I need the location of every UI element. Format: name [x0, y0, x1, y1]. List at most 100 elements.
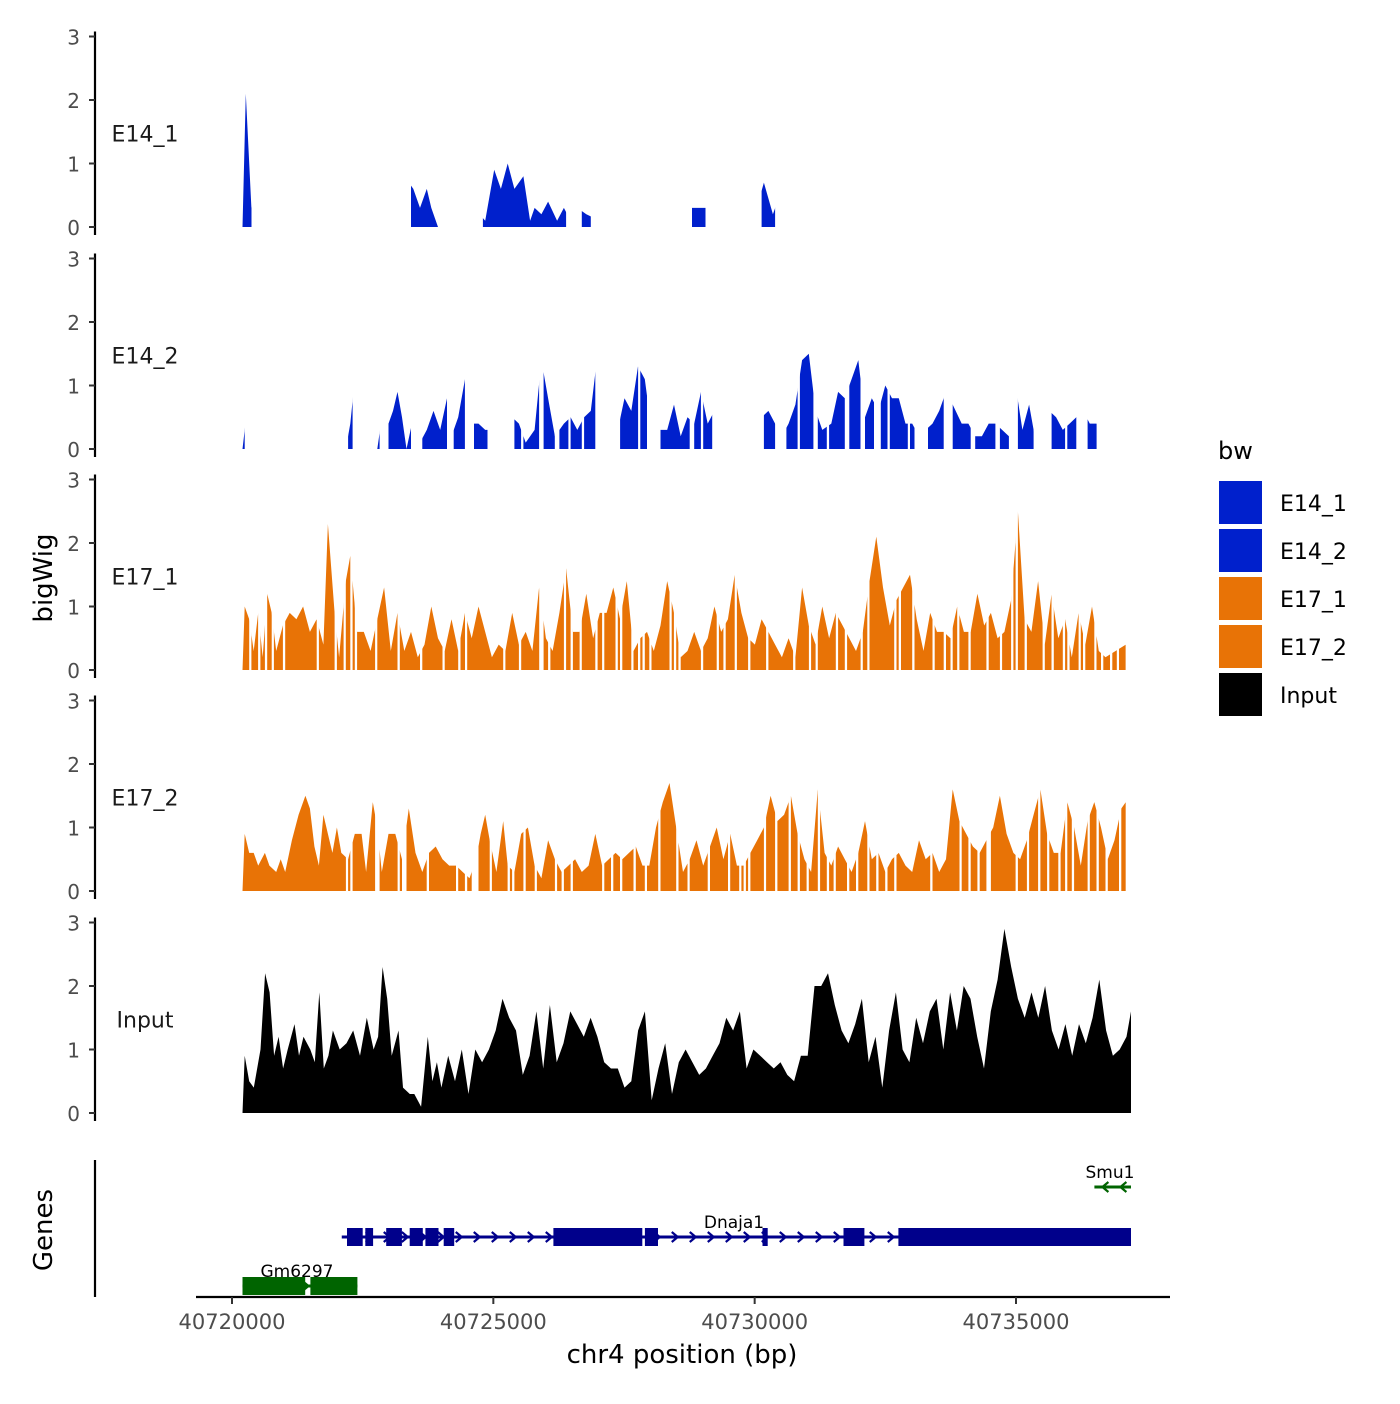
y-tick-label: 3: [67, 248, 80, 272]
genes-axis-title: Genes: [29, 1189, 59, 1271]
signal-area-E14_2: [242, 264, 1097, 449]
legend-entry-E14_2: E14_2: [1217, 527, 1347, 574]
gene-exon: [762, 1228, 768, 1246]
legend: bw E14_1 E14_2 E17_1 E17_2 Input: [1217, 437, 1347, 718]
gene-exon: [310, 1277, 358, 1295]
genes-layer: Gm6297 Dnaja1 Smu1: [93, 1160, 1135, 1297]
y-tick-label: 3: [67, 912, 80, 936]
legend-label: E17_2: [1280, 636, 1347, 661]
gene-exon: [553, 1228, 643, 1246]
track-label: E17_2: [112, 787, 179, 812]
x-tick-label: 40735000: [963, 1310, 1070, 1334]
legend-entry-E14_1: E14_1: [1217, 479, 1347, 526]
x-tick-label: 40725000: [440, 1310, 547, 1334]
track-label: E14_1: [112, 123, 179, 148]
gene-Gm6297: Gm6297: [242, 1262, 358, 1295]
legend-entry-Input: Input: [1217, 671, 1337, 718]
strand-arrow: [887, 1231, 896, 1243]
legend-swatch: [1217, 479, 1264, 526]
y-axis-title: bigWig: [29, 533, 59, 622]
track-label: E17_1: [112, 566, 179, 591]
y-tick-label: 2: [67, 532, 80, 556]
gene-exon: [443, 1228, 455, 1246]
y-tick-label: 3: [67, 26, 80, 50]
legend-label: Input: [1280, 684, 1337, 709]
strand-arrow: [671, 1231, 680, 1243]
signal-area-E17_2: [242, 783, 1126, 891]
y-tick-label: 0: [67, 880, 80, 904]
strand-arrow: [707, 1231, 716, 1243]
strand-arrow: [743, 1231, 752, 1243]
track-label: E14_2: [112, 345, 179, 370]
y-tick-label: 2: [67, 89, 80, 113]
track-E14_2: 0 1 2 3 E14_2: [67, 248, 1097, 462]
tracks-layer: 0 1 2 3 E14_1 0 1 2 3 E14_2 0 1 2 3 E17_1 0 1 2 3 E17_2 0 1 2 3…: [67, 26, 1131, 1126]
signal-area-Input: [242, 928, 1131, 1113]
legend-label: E14_2: [1280, 540, 1347, 565]
signal-area-E14_1: [242, 93, 776, 227]
track-E14_1: 0 1 2 3 E14_1: [67, 26, 776, 240]
gene-label: Dnaja1: [704, 1213, 764, 1233]
legend-label: E14_1: [1280, 492, 1347, 517]
legend-swatch: [1217, 623, 1264, 670]
y-tick-label: 0: [67, 438, 80, 462]
gene-exon: [365, 1228, 374, 1246]
strand-arrow: [527, 1231, 536, 1243]
legend-entry-E17_1: E17_1: [1217, 575, 1347, 622]
gene-exon: [409, 1228, 423, 1246]
legend-swatch: [1217, 575, 1264, 622]
strand-arrow: [401, 1231, 410, 1243]
gene-exon: [347, 1228, 363, 1246]
legend-title: bw: [1218, 437, 1253, 465]
strand-arrow: [1118, 1181, 1128, 1193]
track-Input: 0 1 2 3 Input: [67, 912, 1131, 1126]
gene-exon: [898, 1228, 1131, 1246]
track-E17_1: 0 1 2 3 E17_1: [67, 469, 1126, 683]
y-tick-label: 1: [67, 153, 80, 177]
strand-arrow: [455, 1231, 464, 1243]
x-axis-title: chr4 position (bp): [567, 1340, 798, 1370]
gene-Dnaja1: Dnaja1: [341, 1213, 1131, 1246]
gene-exon: [644, 1228, 658, 1246]
x-axis: 40720000 40725000 40730000 40735000: [179, 1295, 1170, 1334]
strand-arrow: [797, 1231, 806, 1243]
y-tick-label: 0: [67, 1102, 80, 1126]
strand-arrow: [869, 1231, 878, 1243]
track-E17_2: 0 1 2 3 E17_2: [67, 690, 1126, 904]
strand-arrow: [473, 1231, 482, 1243]
strand-arrow: [779, 1231, 788, 1243]
x-tick-label: 40730000: [701, 1310, 808, 1334]
legend-swatch: [1217, 671, 1264, 718]
y-tick-label: 3: [67, 690, 80, 714]
signal-area-E17_1: [242, 511, 1126, 670]
gene-exon: [425, 1228, 439, 1246]
y-tick-label: 2: [67, 753, 80, 777]
y-tick-label: 1: [67, 596, 80, 620]
gene-label: Smu1: [1086, 1163, 1135, 1183]
y-tick-label: 1: [67, 1039, 80, 1063]
gene-exon: [843, 1228, 865, 1246]
x-tick-label: 40720000: [179, 1310, 286, 1334]
y-tick-label: 2: [67, 975, 80, 999]
strand-arrow: [509, 1231, 518, 1243]
gene-label: Gm6297: [261, 1262, 334, 1282]
gene-exon: [386, 1228, 402, 1246]
strand-arrow: [833, 1231, 842, 1243]
legend-entry-E17_2: E17_2: [1217, 623, 1347, 670]
legend-swatch: [1217, 527, 1264, 574]
strand-arrow: [725, 1231, 734, 1243]
legend-label: E17_1: [1280, 588, 1347, 613]
track-label: Input: [117, 1009, 174, 1034]
strand-arrow: [491, 1231, 500, 1243]
y-tick-label: 0: [67, 659, 80, 683]
y-tick-label: 3: [67, 469, 80, 493]
y-tick-label: 2: [67, 311, 80, 335]
strand-arrow: [545, 1231, 554, 1243]
gene-exon: [242, 1277, 306, 1295]
y-tick-label: 1: [67, 375, 80, 399]
strand-arrow: [689, 1231, 698, 1243]
y-tick-label: 0: [67, 216, 80, 240]
strand-arrow: [815, 1231, 824, 1243]
